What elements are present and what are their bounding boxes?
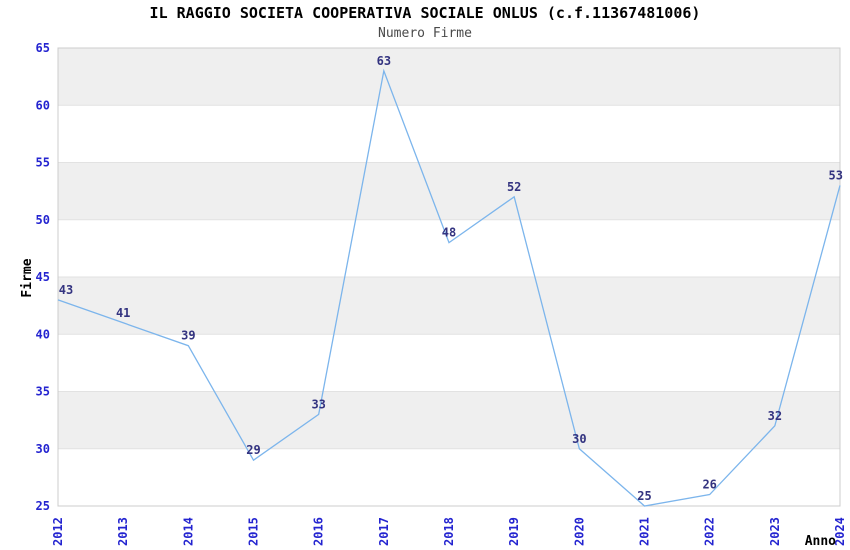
x-tick-label: 2024 [833, 517, 847, 546]
x-tick-label: 2019 [507, 517, 521, 546]
data-line [57, 68, 841, 507]
data-label: 63 [377, 54, 391, 68]
x-tick-label: 2013 [116, 517, 130, 546]
x-tick-label: 2017 [377, 517, 391, 546]
y-axis-title: Firme [20, 258, 35, 297]
data-label: 25 [637, 489, 651, 503]
data-label: 29 [246, 443, 260, 457]
data-label: 53 [829, 168, 843, 182]
plot-band [58, 162, 840, 220]
x-tick-label: 2014 [181, 517, 195, 546]
x-tick-label: 2023 [768, 517, 782, 546]
data-label: 30 [572, 432, 586, 446]
x-tick-label: 2015 [247, 517, 261, 546]
y-tick-label: 65 [36, 41, 50, 55]
data-label: 26 [702, 478, 716, 492]
y-tick-label: 25 [36, 499, 50, 513]
data-label: 39 [181, 329, 195, 343]
y-tick-label: 30 [36, 442, 50, 456]
chart-subtitle: Numero Firme [378, 26, 472, 41]
chart-title: IL RAGGIO SOCIETA COOPERATIVA SOCIALE ON… [149, 4, 701, 22]
y-tick-label: 60 [36, 98, 50, 112]
plot-band [58, 219, 840, 277]
data-label: 33 [311, 397, 325, 411]
x-tick-label: 2021 [638, 517, 652, 546]
x-tick-label: 2018 [442, 517, 456, 546]
data-label: 41 [116, 306, 130, 320]
plot-band [58, 391, 840, 449]
data-label: 48 [442, 226, 456, 240]
y-tick-label: 35 [36, 385, 50, 399]
x-axis-title: Anno [805, 534, 836, 549]
y-tick-label: 40 [36, 327, 50, 341]
y-tick-label: 50 [36, 213, 50, 227]
plot-band [58, 105, 840, 163]
x-tick-label: 2016 [312, 517, 326, 546]
y-tick-label: 45 [36, 270, 50, 284]
x-tick-label: 2012 [51, 517, 65, 546]
x-tick-label: 2022 [703, 517, 717, 546]
data-label: 32 [768, 409, 782, 423]
data-label: 52 [507, 180, 521, 194]
plot-band [58, 48, 840, 106]
plot-band [58, 448, 840, 506]
plot-band [58, 334, 840, 392]
x-tick-label: 2020 [572, 517, 586, 546]
plot-band [58, 277, 840, 335]
y-tick-label: 55 [36, 156, 50, 170]
plot-border [57, 47, 841, 507]
data-label: 43 [59, 283, 73, 297]
